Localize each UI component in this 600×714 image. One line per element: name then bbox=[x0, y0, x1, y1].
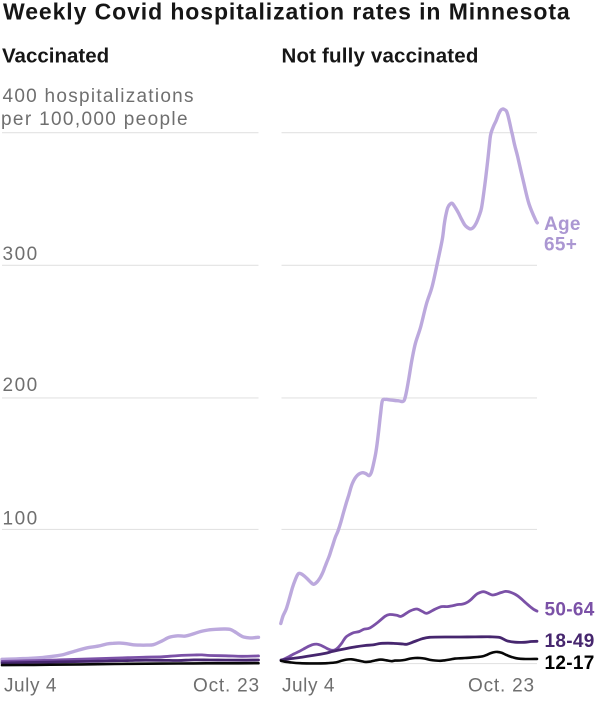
svg-text:Vaccinated: Vaccinated bbox=[2, 44, 109, 67]
svg-text:300: 300 bbox=[3, 244, 39, 265]
svg-text:50-64: 50-64 bbox=[545, 599, 595, 620]
svg-text:18-49: 18-49 bbox=[545, 631, 595, 652]
svg-text:65+: 65+ bbox=[544, 235, 577, 256]
svg-text:Not fully vaccinated: Not fully vaccinated bbox=[282, 44, 479, 67]
svg-text:Oct. 23: Oct. 23 bbox=[193, 676, 260, 697]
svg-text:12-17: 12-17 bbox=[545, 653, 595, 674]
svg-text:400 hospitalizations: 400 hospitalizations bbox=[3, 86, 195, 107]
svg-text:200: 200 bbox=[3, 375, 39, 396]
svg-text:Age: Age bbox=[544, 214, 581, 235]
svg-text:100: 100 bbox=[3, 509, 39, 530]
svg-text:July 4: July 4 bbox=[4, 676, 57, 697]
svg-text:Oct. 23: Oct. 23 bbox=[468, 676, 535, 697]
svg-text:Weekly Covid hospitalization r: Weekly Covid hospitalization rates in Mi… bbox=[3, 0, 571, 25]
svg-text:per 100,000 people: per 100,000 people bbox=[1, 109, 189, 130]
svg-text:July 4: July 4 bbox=[282, 676, 335, 697]
